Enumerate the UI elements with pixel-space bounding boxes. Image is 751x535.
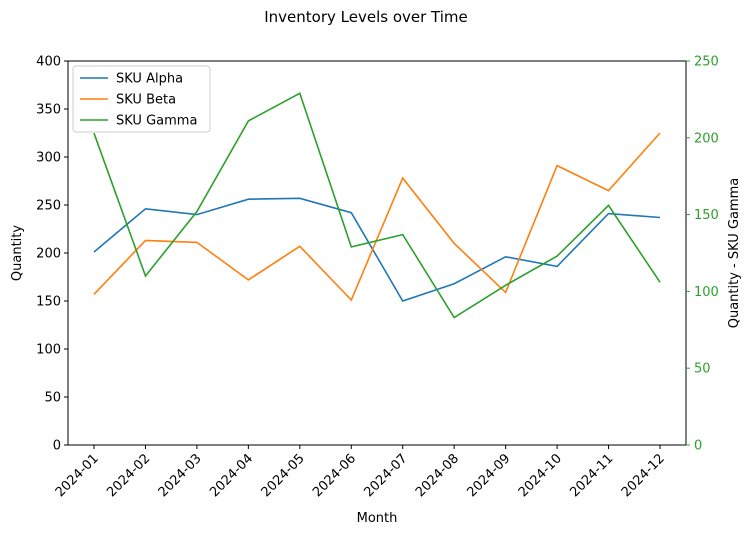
- data-point: [607, 189, 611, 193]
- x-tick-label: 2024-10: [516, 451, 565, 500]
- data-point: [504, 290, 508, 294]
- data-point: [246, 278, 250, 282]
- x-axis: 2024-01 2024-02 2024-03 2024-04 2024-05 2024-…: [53, 445, 668, 500]
- y-left-tick-label: 0: [53, 439, 61, 454]
- y-left-tick-label: 100: [36, 343, 61, 358]
- series-line-sku-alpha: [93, 197, 661, 302]
- x-tick-label: 2024-09: [464, 451, 513, 500]
- data-point: [452, 241, 456, 245]
- y-axis-right: 0 50 100 150 200 250: [686, 55, 719, 454]
- x-tick-label: 2024-01: [53, 451, 102, 500]
- data-point: [607, 203, 611, 207]
- data-point: [143, 207, 147, 211]
- data-point: [555, 164, 559, 168]
- y-right-tick-label: 50: [694, 362, 711, 377]
- y-left-tick-label: 200: [36, 247, 61, 262]
- data-point: [401, 176, 405, 180]
- y-right-tick-label: 200: [694, 131, 719, 146]
- data-point: [349, 298, 353, 302]
- series-lines: [92, 91, 662, 320]
- x-tick-label: 2024-08: [413, 451, 462, 500]
- data-point: [658, 131, 662, 135]
- chart-title: Inventory Levels over Time: [264, 8, 468, 26]
- data-point: [298, 196, 302, 200]
- data-point: [658, 280, 662, 284]
- data-point: [143, 274, 147, 278]
- y-right-tick-label: 250: [694, 55, 719, 70]
- y-right-tick-label: 150: [694, 208, 719, 223]
- data-point: [92, 292, 96, 296]
- y-left-tick-label: 300: [36, 151, 61, 166]
- data-point: [246, 197, 250, 201]
- x-tick-label: 2024-05: [259, 451, 308, 500]
- legend-label: SKU Beta: [116, 93, 176, 108]
- x-tick-label: 2024-06: [310, 451, 359, 500]
- x-tick-label: 2024-11: [567, 451, 616, 500]
- x-tick-label: 2024-07: [362, 451, 411, 500]
- x-axis-label: Month: [357, 511, 398, 526]
- data-point: [452, 316, 456, 320]
- x-tick-label: 2024-02: [104, 451, 153, 500]
- data-point: [452, 282, 456, 286]
- x-tick-label: 2024-03: [156, 451, 205, 500]
- data-point: [504, 255, 508, 259]
- series-line-sku-gamma: [93, 92, 661, 319]
- data-point: [298, 91, 302, 95]
- y-left-tick-label: 250: [36, 199, 61, 214]
- data-point: [298, 244, 302, 248]
- data-point: [195, 210, 199, 214]
- legend-label: SKU Alpha: [116, 72, 183, 87]
- legend: SKU Alpha SKU Beta SKU Gamma: [72, 65, 211, 133]
- data-point: [504, 283, 508, 287]
- data-point: [143, 239, 147, 243]
- y-right-tick-label: 100: [694, 285, 719, 300]
- data-point: [401, 233, 405, 237]
- data-point: [246, 119, 250, 123]
- series-line-sku-beta: [93, 132, 661, 302]
- data-point: [349, 245, 353, 249]
- y-left-tick-label: 50: [44, 391, 61, 406]
- y-left-tick-label: 150: [36, 295, 61, 310]
- data-point: [658, 215, 662, 219]
- legend-label: SKU Gamma: [116, 114, 197, 129]
- data-point: [92, 250, 96, 254]
- data-point: [555, 254, 559, 258]
- data-point: [349, 211, 353, 215]
- data-point: [401, 299, 405, 303]
- x-tick-label: 2024-04: [207, 451, 256, 500]
- data-point: [195, 240, 199, 244]
- y-axis-label-right: Quantity - SKU Gamma: [727, 178, 742, 329]
- legend-box: [72, 65, 211, 133]
- y-axis-left: 0 50 100 150 200 250 300 350 400: [36, 55, 68, 454]
- y-left-tick-label: 400: [36, 55, 61, 70]
- y-left-tick-label: 350: [36, 103, 61, 118]
- data-point: [555, 264, 559, 268]
- y-axis-label-left: Quantity: [10, 225, 25, 281]
- y-right-tick-label: 0: [694, 439, 702, 454]
- x-tick-label: 2024-12: [619, 451, 668, 500]
- data-point: [607, 212, 611, 216]
